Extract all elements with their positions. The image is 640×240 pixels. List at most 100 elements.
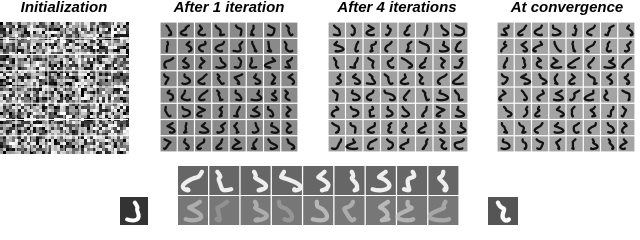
noise-pixel bbox=[102, 43, 105, 46]
noise-pixel bbox=[93, 43, 96, 46]
noise-pixel bbox=[93, 22, 96, 25]
noise-pixel bbox=[102, 133, 105, 136]
noise-pixel bbox=[72, 79, 75, 82]
noise-pixel bbox=[51, 100, 54, 103]
noise-pixel bbox=[45, 124, 48, 127]
noise-pixel bbox=[66, 70, 69, 73]
digit-stroke bbox=[605, 40, 612, 53]
noise-pixel bbox=[39, 64, 42, 67]
noise-pixel bbox=[57, 82, 60, 85]
noise-pixel bbox=[9, 136, 12, 139]
noise-pixel bbox=[120, 88, 123, 91]
noise-pixel bbox=[60, 40, 63, 43]
noise-pixel bbox=[3, 46, 6, 49]
noise-pixel bbox=[60, 112, 63, 115]
noise-pixel bbox=[96, 130, 99, 133]
noise-pixel bbox=[12, 112, 15, 115]
noise-pixel bbox=[66, 79, 69, 82]
noise-pixel bbox=[117, 100, 120, 103]
noise-pixel bbox=[45, 76, 48, 79]
noise-pixel bbox=[45, 28, 48, 31]
noise-pixel bbox=[105, 139, 108, 142]
noise-pixel bbox=[24, 94, 27, 97]
noise-pixel bbox=[69, 112, 72, 115]
noise-pixel bbox=[123, 115, 126, 118]
digit-cell bbox=[381, 55, 398, 71]
noise-pixel bbox=[117, 139, 120, 142]
noise-pixel bbox=[84, 55, 87, 58]
noise-pixel bbox=[120, 139, 123, 142]
noise-pixel bbox=[54, 115, 57, 118]
noise-pixel bbox=[60, 73, 63, 76]
noise-pixel bbox=[87, 55, 90, 58]
noise-pixel bbox=[75, 55, 78, 58]
digit-cell bbox=[246, 22, 263, 38]
noise-pixel bbox=[66, 139, 69, 142]
noise-pixel bbox=[3, 58, 6, 61]
digit-cell bbox=[303, 166, 334, 195]
digit-stroke bbox=[520, 73, 532, 86]
noise-pixel bbox=[114, 133, 117, 136]
digit-cell bbox=[363, 55, 380, 71]
noise-pixel bbox=[42, 112, 45, 115]
noise-pixel bbox=[60, 46, 63, 49]
noise-pixel bbox=[75, 151, 78, 154]
noise-pixel bbox=[39, 94, 42, 97]
noise-pixel bbox=[12, 61, 15, 64]
noise-pixel bbox=[123, 100, 126, 103]
noise-pixel bbox=[0, 151, 3, 154]
image-art bbox=[0, 22, 635, 225]
digit-stroke bbox=[331, 121, 341, 134]
noise-pixel bbox=[120, 61, 123, 64]
digit-stroke bbox=[267, 138, 279, 151]
noise-pixel bbox=[75, 121, 78, 124]
noise-pixel bbox=[0, 106, 3, 109]
noise-pixel bbox=[54, 133, 57, 136]
noise-pixel bbox=[57, 124, 60, 127]
noise-pixel bbox=[27, 106, 30, 109]
digit-cell bbox=[618, 120, 635, 136]
noise-pixel bbox=[120, 100, 123, 103]
noise-pixel bbox=[12, 148, 15, 151]
noise-pixel bbox=[93, 82, 96, 85]
noise-pixel bbox=[117, 76, 120, 79]
noise-pixel bbox=[69, 40, 72, 43]
noise-pixel bbox=[87, 46, 90, 49]
digit-stroke bbox=[250, 89, 263, 102]
noise-pixel bbox=[102, 82, 105, 85]
noise-pixel bbox=[105, 127, 108, 130]
digit-stroke bbox=[342, 199, 357, 223]
noise-pixel bbox=[87, 127, 90, 130]
noise-pixel bbox=[57, 52, 60, 55]
noise-pixel bbox=[120, 40, 123, 43]
noise-pixel bbox=[48, 55, 51, 58]
digit-cell bbox=[514, 87, 531, 103]
noise-pixel bbox=[51, 130, 54, 133]
digit-stroke bbox=[418, 73, 425, 86]
noise-pixel bbox=[93, 67, 96, 70]
noise-pixel bbox=[114, 55, 117, 58]
noise-pixel bbox=[18, 115, 21, 118]
noise-pixel bbox=[48, 61, 51, 64]
noise-pixel bbox=[12, 43, 15, 46]
noise-pixel bbox=[45, 130, 48, 133]
noise-pixel bbox=[6, 43, 9, 46]
noise-pixel bbox=[120, 124, 123, 127]
noise-pixel bbox=[0, 127, 3, 130]
digit-stroke bbox=[365, 24, 375, 37]
noise-pixel bbox=[102, 145, 105, 148]
noise-pixel bbox=[48, 40, 51, 43]
noise-pixel bbox=[57, 91, 60, 94]
noise-pixel bbox=[72, 82, 75, 85]
noise-pixel bbox=[75, 73, 78, 76]
digit-stroke bbox=[345, 138, 359, 151]
digit-stroke bbox=[276, 199, 295, 223]
noise-pixel bbox=[69, 142, 72, 145]
noise-pixel bbox=[69, 67, 72, 70]
noise-pixel bbox=[93, 103, 96, 106]
noise-pixel bbox=[48, 70, 51, 73]
noise-pixel bbox=[3, 121, 6, 124]
digit-stroke bbox=[418, 40, 431, 53]
noise-pixel bbox=[54, 40, 57, 43]
noise-pixel bbox=[114, 112, 117, 115]
